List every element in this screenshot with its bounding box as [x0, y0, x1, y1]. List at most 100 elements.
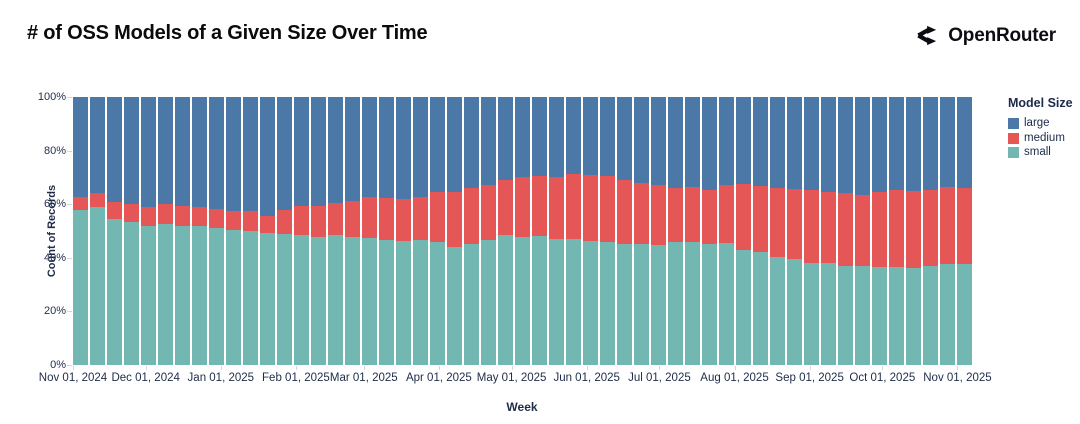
- bar-segment-medium: [583, 174, 598, 242]
- bar-segment-medium: [668, 187, 683, 242]
- bar-week-39: [719, 97, 734, 365]
- bar-week-48: [872, 97, 887, 365]
- bar-segment-large: [532, 97, 547, 177]
- bar-segment-small: [362, 237, 377, 365]
- bar-segment-medium: [413, 196, 428, 240]
- bar-week-5: [141, 97, 156, 365]
- bar-segment-small: [107, 219, 122, 365]
- bar-segment-small: [328, 234, 343, 365]
- x-tick-mark: [363, 366, 365, 370]
- bar-week-35: [651, 97, 666, 365]
- bar-segment-large: [158, 97, 173, 205]
- bar-segment-small: [158, 224, 173, 365]
- bar-segment-small: [583, 241, 598, 365]
- bar-week-14: [294, 97, 309, 365]
- bar-segment-small: [73, 210, 88, 365]
- x-tick-label: Jun 01, 2025: [553, 372, 620, 384]
- legend-label: small: [1024, 146, 1051, 158]
- bar-segment-small: [855, 266, 870, 365]
- bar-week-33: [617, 97, 632, 365]
- bar-segment-large: [583, 97, 598, 175]
- bar-week-7: [175, 97, 190, 365]
- bar-segment-medium: [498, 180, 513, 236]
- bar-segment-medium: [141, 206, 156, 226]
- bar-week-9: [209, 97, 224, 365]
- legend-item-medium[interactable]: medium: [1008, 132, 1078, 145]
- bar-week-3: [107, 97, 122, 365]
- bar-segment-small: [192, 226, 207, 365]
- bar-segment-medium: [804, 189, 819, 263]
- bar-segment-medium: [396, 198, 411, 241]
- bar-segment-large: [277, 97, 292, 210]
- x-axis-title: Week: [506, 400, 538, 414]
- x-tick-mark: [220, 366, 222, 370]
- bar-segment-medium: [821, 191, 836, 264]
- bar-week-52: [940, 97, 955, 365]
- bar-segment-large: [855, 97, 870, 195]
- bar-segment-small: [277, 233, 292, 365]
- bar-segment-small: [821, 263, 836, 365]
- bar-segment-large: [379, 97, 394, 198]
- bar-segment-medium: [532, 176, 547, 237]
- bar-segment-large: [617, 97, 632, 180]
- x-tick-mark: [438, 366, 440, 370]
- bar-segment-large: [889, 97, 904, 191]
- x-tick-label: Jul 01, 2025: [628, 372, 691, 384]
- legend-item-large[interactable]: large: [1008, 117, 1078, 130]
- bar-segment-small: [736, 249, 751, 365]
- bar-segment-medium: [124, 203, 139, 223]
- bar-segment-small: [464, 243, 479, 365]
- bar-week-15: [311, 97, 326, 365]
- bar-week-37: [685, 97, 700, 365]
- openrouter-logo[interactable]: OpenRouter: [916, 24, 1056, 47]
- bar-week-20: [396, 97, 411, 365]
- bar-segment-medium: [906, 191, 921, 268]
- bar-segment-small: [549, 239, 564, 365]
- bar-segment-medium: [158, 204, 173, 225]
- bar-segment-medium: [209, 208, 224, 229]
- y-tick-mark: [67, 204, 72, 206]
- legend: Model Size large medium small: [1008, 96, 1078, 162]
- bar-segment-small: [719, 243, 734, 365]
- y-tick-label: 100%: [37, 91, 66, 103]
- bar-segment-small: [141, 225, 156, 365]
- bar-segment-medium: [923, 189, 938, 266]
- bar-week-36: [668, 97, 683, 365]
- bar-segment-medium: [617, 179, 632, 244]
- bar-segment-small: [651, 244, 666, 365]
- bar-segment-medium: [651, 185, 666, 245]
- bar-segment-large: [311, 97, 326, 206]
- bar-segment-large: [719, 97, 734, 185]
- bar-segment-medium: [889, 190, 904, 267]
- bar-segment-large: [481, 97, 496, 186]
- x-tick-label: Oct 01, 2025: [849, 372, 916, 384]
- bar-segment-medium: [753, 186, 768, 253]
- bar-segment-large: [464, 97, 479, 189]
- bar-segment-large: [838, 97, 853, 193]
- legend-swatch-small: [1008, 147, 1019, 159]
- bar-segment-large: [362, 97, 377, 197]
- bar-segment-large: [787, 97, 802, 189]
- bar-segment-large: [430, 97, 445, 193]
- bar-segment-large: [243, 97, 258, 212]
- bar-segment-small: [294, 234, 309, 365]
- bar-week-29: [549, 97, 564, 365]
- bar-segment-large: [515, 97, 530, 178]
- y-tick-label: 20%: [43, 305, 66, 318]
- x-tick-label: Nov 01, 2025: [923, 372, 992, 384]
- bar-segment-small: [447, 246, 462, 365]
- bar-segment-large: [651, 97, 666, 186]
- bar-segment-small: [957, 263, 972, 365]
- x-tick-label: Sep 01, 2025: [775, 372, 844, 384]
- bar-segment-small: [243, 230, 258, 365]
- x-tick-label: Apr 01, 2025: [405, 372, 472, 384]
- y-tick-mark: [67, 311, 72, 313]
- bar-week-21: [413, 97, 428, 365]
- legend-item-small[interactable]: small: [1008, 146, 1078, 159]
- bar-segment-small: [260, 233, 275, 365]
- bar-segment-large: [566, 97, 581, 174]
- bar-segment-small: [532, 236, 547, 365]
- bar-segment-medium: [872, 191, 887, 267]
- bar-segment-small: [906, 267, 921, 365]
